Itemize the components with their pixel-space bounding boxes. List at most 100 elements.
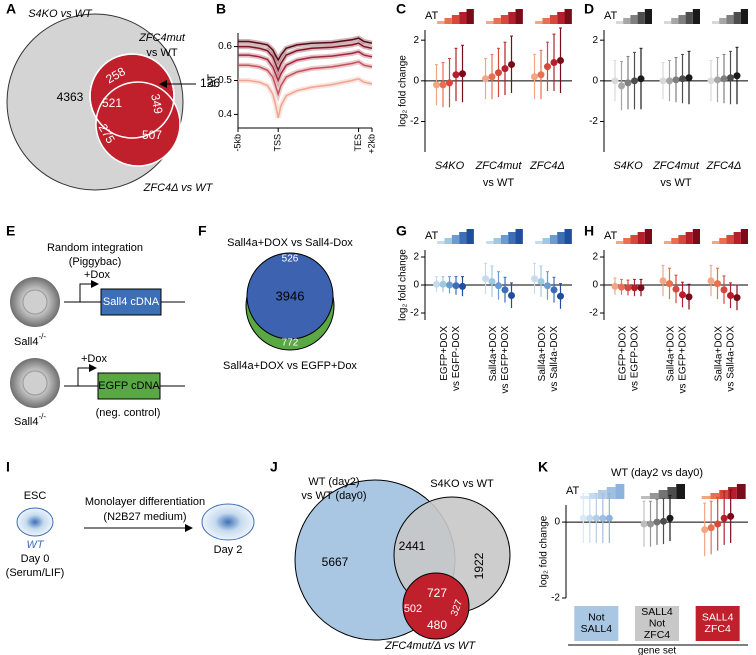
legend-step xyxy=(580,496,590,499)
y-tick-label: 0 xyxy=(554,517,560,528)
dot xyxy=(599,514,607,522)
venn-outline xyxy=(89,53,175,139)
venn-count: 1922 xyxy=(472,552,486,579)
dot xyxy=(495,282,502,290)
y-tick-label: 0 xyxy=(413,75,419,86)
cell-label: Sall4-/- xyxy=(14,332,46,348)
legend-step xyxy=(712,241,720,244)
dot xyxy=(647,520,654,528)
legend-step xyxy=(641,496,650,499)
dot xyxy=(446,79,453,87)
dot xyxy=(685,74,693,82)
panel-label: D xyxy=(584,1,594,17)
nucleus xyxy=(22,289,48,315)
dot xyxy=(653,518,661,526)
dot xyxy=(624,284,632,292)
dot xyxy=(666,77,673,85)
cell-line: WT xyxy=(26,539,44,551)
y-tick-label: 0 xyxy=(592,280,598,291)
construct-label: EGFP cDNA xyxy=(98,380,160,392)
dot xyxy=(701,526,709,534)
group-label: ZFC4mut xyxy=(652,160,700,172)
cell-label: Sall4-/- xyxy=(14,412,46,428)
legend-step xyxy=(685,12,693,24)
group-label: SALL4 xyxy=(641,606,673,618)
legend-step xyxy=(535,241,543,244)
dot xyxy=(660,517,667,525)
dot xyxy=(452,71,460,79)
legend-step xyxy=(710,493,720,499)
venn-count: 4363 xyxy=(57,90,84,104)
dot xyxy=(488,278,496,285)
legend-step xyxy=(589,493,598,499)
legend-step xyxy=(486,241,494,244)
legend-step xyxy=(678,15,686,24)
y-axis-label: log₂ fold change xyxy=(398,55,409,127)
dot xyxy=(439,280,447,288)
dot xyxy=(433,81,440,89)
series-line xyxy=(238,60,373,97)
dot xyxy=(666,514,674,522)
medium-label: (Serum/LIF) xyxy=(6,567,65,579)
legend-step xyxy=(459,12,467,24)
dot xyxy=(488,73,496,81)
group-label: ZFC4Δ xyxy=(706,160,742,172)
panel-label: A xyxy=(6,1,16,17)
y-axis-label: log₂ fold change xyxy=(398,249,409,321)
dot xyxy=(611,77,619,85)
legend-step xyxy=(557,232,565,244)
y-tick-label: 2 xyxy=(413,35,419,46)
induction-label: +Dox xyxy=(84,269,110,281)
dot xyxy=(592,514,600,522)
y-tick-label: 2 xyxy=(592,252,598,263)
venn-circle xyxy=(246,252,334,340)
legend-step xyxy=(728,487,737,499)
dot xyxy=(666,280,673,288)
dot xyxy=(557,57,564,64)
dot xyxy=(544,63,551,71)
dot xyxy=(586,514,594,522)
dot xyxy=(579,514,587,522)
y-tick-label: -2 xyxy=(589,116,598,127)
legend-step xyxy=(649,493,659,499)
x-axis-label: gene set xyxy=(638,646,677,655)
promoter-arrow xyxy=(79,280,99,302)
legend-step xyxy=(664,21,672,24)
group-label: EGFP+DOX xyxy=(439,326,450,381)
venn-set-label: ZFC4Δ vs WT xyxy=(143,182,214,194)
line-chart: 0.4 0.5 0.6 -5kb TSS TES +2kb AT xyxy=(206,33,376,154)
panel-e: Random integration (Piggybac) Sall4-/- +… xyxy=(10,242,185,428)
group-label: SALL4 xyxy=(581,623,613,635)
legend-step xyxy=(515,229,523,244)
dot xyxy=(459,282,466,290)
group-label: vs EGFP+DOX xyxy=(678,326,689,394)
cell xyxy=(201,503,255,541)
legend-step xyxy=(701,496,711,499)
legend-step xyxy=(733,12,741,24)
dot xyxy=(727,512,735,520)
legend-step xyxy=(736,484,746,499)
legend-step xyxy=(719,18,727,24)
dot xyxy=(679,291,686,299)
dot xyxy=(631,77,638,85)
y-tick-label: 0.5 xyxy=(218,75,232,86)
construct-box xyxy=(97,372,161,400)
legend-step xyxy=(630,235,638,244)
panel-label: F xyxy=(198,223,207,239)
legend-step xyxy=(564,229,572,244)
legend-step xyxy=(671,238,679,244)
group-label: S4KO xyxy=(435,160,465,172)
x-axis-label: vs WT xyxy=(660,177,691,189)
group-box xyxy=(574,606,619,641)
legend-step xyxy=(493,18,501,24)
venn-count: 772 xyxy=(282,338,299,349)
dot xyxy=(439,81,447,89)
group-label: ZFC4mut xyxy=(475,160,523,172)
venn-count: 349 xyxy=(148,93,165,115)
legend-step xyxy=(466,9,474,24)
dot xyxy=(495,69,502,77)
dot xyxy=(508,61,515,69)
dot xyxy=(672,285,680,293)
venn-count: 502 xyxy=(404,603,422,615)
dot xyxy=(720,514,728,522)
